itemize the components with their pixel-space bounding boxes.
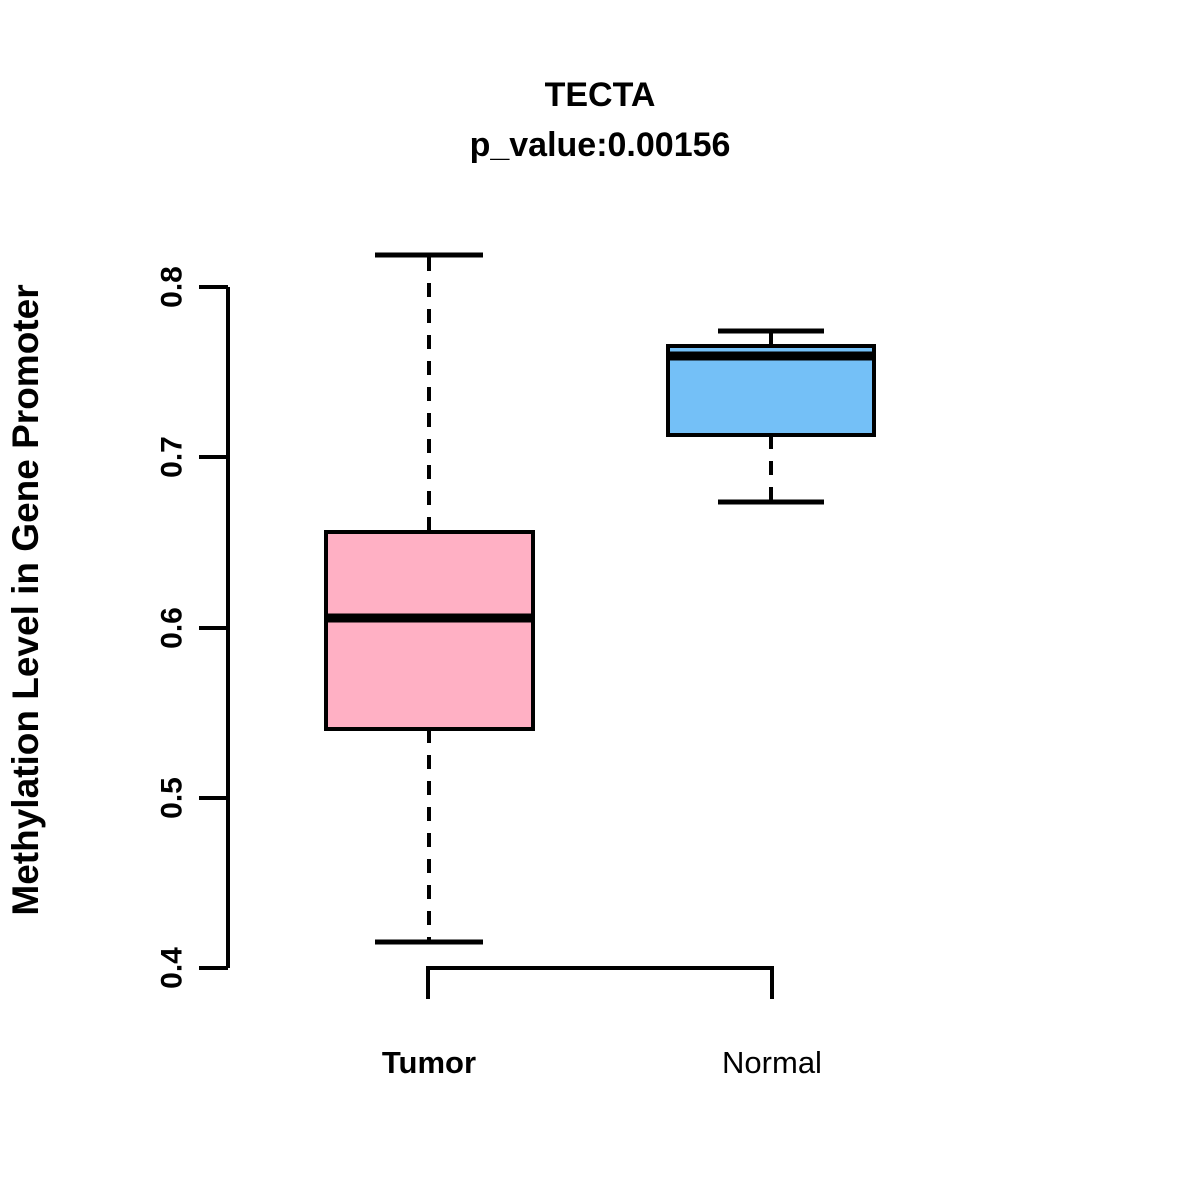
x-category-label-tumor: Tumor: [382, 1045, 476, 1080]
x-axis: [426, 966, 774, 999]
box-group-tumor: [324, 252, 535, 945]
y-axis: 0.8 0.7 0.6 0.5 0.4: [156, 266, 230, 989]
y-tick-label-0.5: 0.5: [156, 777, 189, 819]
y-tick-label-0.6: 0.6: [156, 607, 189, 649]
chart-subtitle-pvalue: p_value:0.00156: [470, 126, 731, 164]
normal-box: [666, 344, 876, 437]
x-axis-bracket: [426, 966, 774, 999]
chart-title: TECTA: [545, 76, 656, 114]
tumor-box: [324, 530, 535, 731]
y-tick-label-0.7: 0.7: [156, 436, 189, 478]
x-category-label-normal: Normal: [722, 1045, 822, 1080]
box-group-normal: [666, 328, 876, 505]
y-tick-label-0.4: 0.4: [156, 947, 189, 989]
y-axis-label: Methylation Level in Gene Promoter: [5, 284, 46, 915]
y-tick-label-0.8: 0.8: [156, 266, 189, 308]
